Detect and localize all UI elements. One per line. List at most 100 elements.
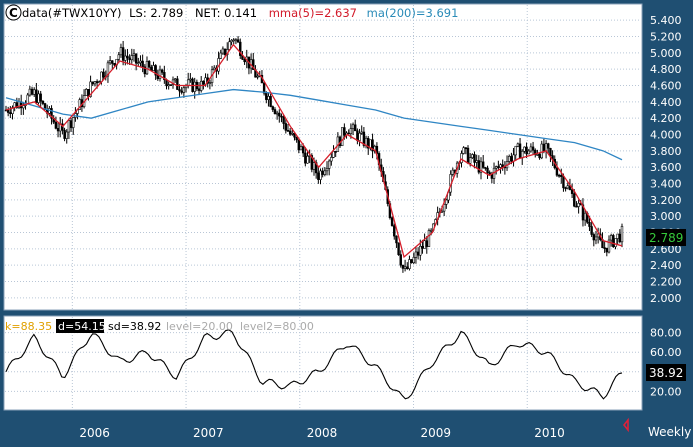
price-tick-label: 5.400	[650, 14, 682, 27]
candle-body	[573, 193, 576, 207]
candle-body	[117, 54, 120, 60]
candle-body	[557, 174, 561, 177]
candle-body	[132, 53, 136, 56]
price-axis-ticks: 5.400 5.200 5.000 4.800 4.600 4.400 4.200 4.000…	[650, 14, 682, 305]
candle-body	[61, 123, 64, 131]
candle-body	[594, 236, 598, 241]
candle-body	[473, 154, 476, 163]
candle-body	[555, 167, 559, 176]
candle-body	[312, 162, 316, 170]
candle-body	[26, 94, 29, 104]
candle-body	[102, 71, 105, 78]
year-tick-label: 2010	[534, 426, 565, 440]
oscillator-line	[5, 329, 623, 400]
candle-body	[128, 57, 131, 61]
candlestick-series	[4, 36, 624, 273]
candle-body	[321, 170, 324, 175]
candle-body	[488, 172, 491, 175]
candle-body	[141, 60, 144, 68]
candle-body	[362, 131, 366, 146]
candle-body	[78, 99, 81, 110]
candle-body	[466, 147, 470, 164]
candle-body	[193, 81, 196, 92]
candle-body	[356, 130, 359, 141]
price-tick-label: 3.200	[650, 194, 682, 207]
candle-body	[399, 254, 402, 266]
candle-body	[429, 229, 433, 232]
time-axis-ticks: 2006 2007 2008 2009 2010	[79, 426, 564, 440]
candle-body	[69, 120, 73, 128]
candle-body	[65, 131, 68, 139]
price-tick-label: 2.400	[650, 259, 682, 272]
candle-body	[536, 154, 539, 156]
candle-body	[549, 147, 552, 156]
candle-body	[564, 187, 567, 190]
candle-body	[406, 266, 409, 269]
candle-body	[234, 39, 238, 42]
candle-body	[306, 155, 309, 164]
price-tick-label: 4.400	[650, 96, 682, 109]
candle-body	[91, 81, 94, 85]
price-tick-label: 4.000	[650, 129, 682, 142]
price-tick-label: 3.800	[650, 145, 682, 158]
candle-body	[525, 146, 528, 155]
scroll-left-arrow-icon[interactable]	[622, 417, 629, 433]
candle-body	[182, 87, 186, 93]
candle-body	[607, 239, 611, 253]
candle-body	[414, 251, 418, 258]
candle-body	[41, 100, 45, 104]
candle-body	[288, 130, 292, 135]
candle-body	[419, 245, 422, 256]
price-tick-label: 4.200	[650, 112, 682, 125]
candle-body	[575, 205, 578, 208]
candle-body	[540, 143, 543, 159]
candle-body	[299, 146, 303, 151]
candle-body	[228, 41, 231, 50]
candle-body	[451, 169, 455, 175]
candle-body	[269, 96, 272, 107]
price-tick-label: 3.600	[650, 161, 682, 174]
oscillator-panel[interactable]	[3, 315, 643, 411]
year-tick-label: 2006	[79, 426, 110, 440]
candle-body	[560, 174, 563, 177]
candle-body	[481, 161, 485, 168]
candle-body	[134, 53, 138, 64]
candle-body	[390, 217, 394, 226]
candle-body	[265, 92, 268, 100]
price-tick-label: 4.800	[650, 63, 682, 76]
candle-body	[425, 240, 428, 247]
year-tick-label: 2009	[421, 426, 452, 440]
candle-body	[360, 131, 363, 134]
candle-body	[221, 48, 225, 54]
candle-body	[534, 149, 537, 156]
oscillator-tick-label: 80.00	[650, 327, 682, 340]
candle-body	[397, 242, 400, 255]
candle-body	[39, 93, 42, 102]
candle-body	[93, 81, 97, 85]
candle-body	[37, 93, 40, 103]
candle-body	[219, 52, 222, 59]
candle-body	[35, 89, 38, 103]
candle-body	[301, 146, 305, 154]
candle-body	[22, 105, 25, 109]
candle-body	[544, 143, 548, 152]
last-close-label: LS: 2.789	[129, 6, 183, 20]
candle-body	[371, 139, 374, 152]
candle-body	[486, 167, 489, 173]
candle-body	[113, 63, 116, 66]
ma200-legend-label: ma(200)=3.691	[367, 6, 459, 20]
osc-value-tag: 38.92	[649, 366, 683, 380]
candle-body	[416, 251, 420, 256]
candle-body	[239, 41, 242, 56]
symbol-circle-icon	[5, 4, 22, 21]
candle-body	[531, 146, 535, 151]
svg-text:data(#TWX10YY) LS: 2.789: data(#TWX10YY) LS: 2.789 NET: 0.141 mma(…	[22, 6, 458, 20]
candle-body	[367, 137, 370, 149]
candle-body	[327, 160, 331, 169]
candle-body	[100, 71, 103, 82]
price-tick-label: 4.600	[650, 80, 682, 93]
candle-body	[343, 127, 346, 136]
candle-body	[275, 112, 279, 115]
period-label[interactable]: Weekly	[648, 425, 691, 439]
